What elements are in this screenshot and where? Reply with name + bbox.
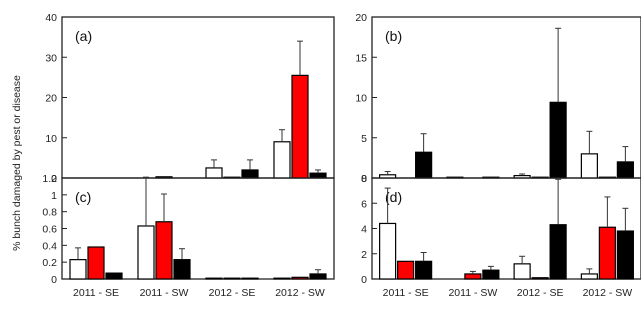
y-tick-label: 10: [45, 133, 57, 145]
y-tick-label: 0.2: [42, 257, 57, 269]
category-label: 2012 - SW: [583, 287, 633, 299]
category-label: 2011 - SW: [448, 287, 497, 299]
bar-white: [513, 263, 531, 280]
bar-red: [87, 246, 105, 280]
y-tick-label: 0: [51, 173, 57, 185]
category-label: 2011 - SE: [383, 287, 429, 299]
bar-black: [415, 151, 433, 179]
y-tick-label: 6: [361, 198, 367, 210]
category-label: 2011 - SW: [140, 287, 189, 299]
bar-white: [580, 153, 598, 179]
y-axis-label: % bunch damaged by pest or disease: [11, 75, 23, 251]
bar-black: [241, 169, 259, 179]
bar-red: [223, 277, 241, 280]
y-tick-label: 0.8: [42, 207, 57, 219]
bar-black: [616, 230, 634, 280]
bar-red: [464, 273, 482, 280]
bar-red: [291, 276, 309, 280]
category-label: 2012 - SE: [209, 287, 256, 299]
bar-white: [69, 259, 87, 280]
y-tick-label: 0.6: [42, 224, 57, 236]
category-label: 2012 - SE: [517, 287, 564, 299]
bar-red: [397, 260, 415, 280]
panel-label: (d): [385, 189, 402, 205]
bar-black: [241, 277, 259, 280]
y-tick-label: 15: [355, 52, 367, 64]
bar-black: [616, 161, 634, 179]
y-tick-label: 10: [355, 93, 367, 105]
category-label: 2011 - SE: [73, 287, 119, 299]
panel-1: 0 5 10 15 20 (b): [355, 12, 641, 185]
y-tick-label: 1: [51, 190, 57, 202]
bar-black: [309, 172, 327, 179]
bar-red: [598, 226, 616, 280]
bar-black: [549, 224, 567, 280]
y-tick-label: 0: [361, 173, 367, 185]
panel-3: 0 2 4 6 8 (d) 2011 - SE 2011 - SW 2012 - SE 2012 …: [361, 173, 641, 299]
panel-label: (a): [75, 28, 92, 44]
panel-label: (c): [75, 189, 91, 205]
panel-2: 0 0.2 0.4 0.6 0.8 1 1.2 (c) 2011 - SE 2011 - SW 20…: [42, 173, 335, 299]
y-tick-label: 20: [355, 12, 367, 24]
y-tick-label: 20: [45, 93, 57, 105]
bar-white: [273, 277, 291, 280]
y-tick-label: 8: [361, 173, 367, 185]
bar-white: [137, 225, 155, 280]
bar-black: [415, 260, 433, 280]
bar-white: [205, 167, 223, 179]
y-tick-label: 40: [45, 12, 57, 24]
bar-black: [549, 101, 567, 179]
bar-red: [291, 74, 309, 179]
bar-black: [482, 269, 500, 280]
y-tick-label: 5: [361, 133, 367, 145]
bar-white: [379, 222, 397, 280]
panel-label: (b): [385, 28, 402, 44]
y-tick-label: 2: [361, 249, 367, 261]
panel-0: 0 10 20 30 40 (a): [45, 12, 335, 185]
panel-frame: [371, 16, 641, 179]
category-label: 2012 - SW: [275, 287, 325, 299]
bar-white: [273, 141, 291, 179]
bar-red: [531, 277, 549, 280]
bar-white: [205, 277, 223, 280]
bar-black: [309, 273, 327, 280]
bar-red: [155, 221, 173, 280]
y-tick-label: 0: [51, 274, 57, 286]
y-tick-label: 0.4: [42, 240, 57, 252]
y-tick-label: 0: [361, 274, 367, 286]
bar-white: [580, 273, 598, 280]
bar-black: [105, 272, 123, 280]
y-tick-label: 1.2: [42, 173, 57, 185]
bar-black: [173, 259, 191, 280]
y-tick-label: 4: [361, 224, 367, 236]
y-tick-label: 30: [45, 52, 57, 64]
